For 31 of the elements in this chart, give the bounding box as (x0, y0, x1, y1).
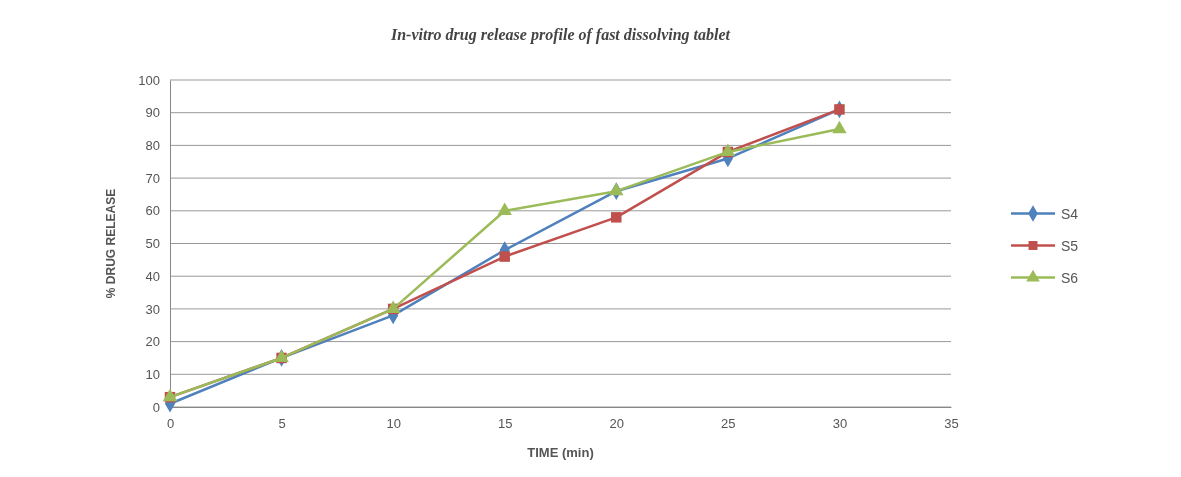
x-tick-label: 10 (386, 416, 401, 432)
x-tick-label: 15 (497, 416, 513, 432)
point (611, 212, 622, 223)
point (499, 251, 510, 262)
chart-title: In-vitro drug release profile of fast dissolving tablet (389, 26, 731, 44)
y-tick-label: 40 (145, 268, 160, 284)
y-tick-label: 0 (152, 399, 160, 415)
x-tick-label: 25 (721, 416, 736, 432)
point (834, 104, 845, 115)
point (497, 202, 512, 215)
y-tick-label: 20 (145, 334, 160, 350)
legend-label: S6 (1061, 269, 1079, 286)
x-tick-label: 20 (609, 416, 625, 432)
point (609, 182, 624, 196)
x-tick-label: 5 (278, 416, 286, 432)
y-tick-label: 90 (145, 105, 160, 121)
y-tick-label: 10 (145, 366, 160, 382)
y-tick-label: 60 (145, 203, 160, 219)
x-axis-title: TIME (min) (527, 445, 594, 460)
x-tick-label: 35 (944, 416, 959, 432)
legend-label: S5 (1061, 237, 1079, 254)
y-tick-label: 70 (145, 170, 160, 186)
x-tick-label: 0 (166, 416, 175, 432)
y-axis-title: % DRUG RELEASE (104, 188, 118, 299)
y-tick-label: 50 (145, 236, 160, 252)
legend-label: S4 (1061, 205, 1079, 222)
x-tick-label: 30 (832, 416, 848, 432)
y-tick-label: 80 (145, 138, 160, 154)
y-tick-label: 100 (138, 72, 160, 88)
y-tick-label: 30 (145, 301, 160, 317)
point (832, 120, 847, 134)
